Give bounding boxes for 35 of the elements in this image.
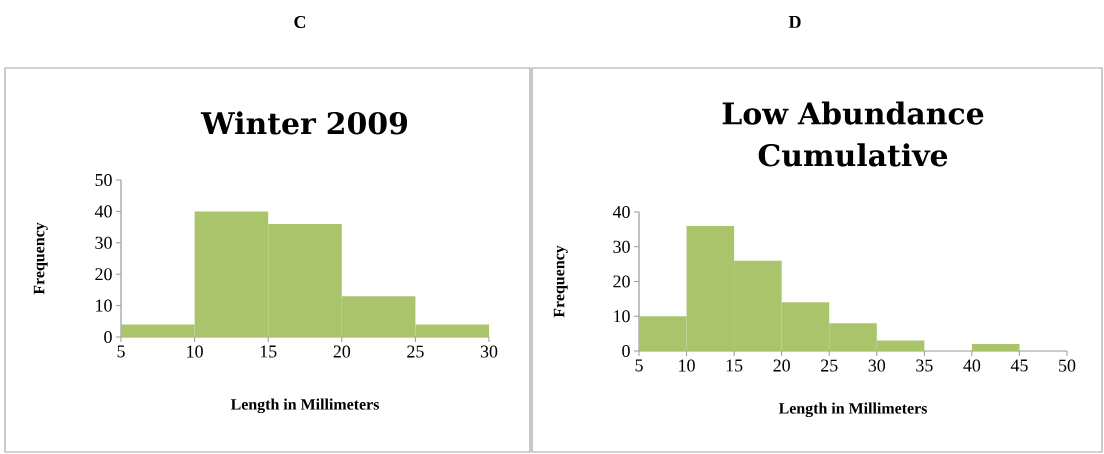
x-tick-label: 5 [635, 359, 643, 372]
x-tick-label: 30 [868, 359, 886, 372]
x-tick-label: 30 [480, 345, 498, 358]
x-tick-label: 25 [407, 345, 424, 358]
y-tick-label: 20 [95, 268, 112, 281]
x-tick-label: 40 [963, 359, 981, 372]
x-tick-label: 50 [1059, 359, 1076, 372]
x-tick-label: 25 [821, 359, 838, 372]
y-tick-label: 40 [94, 205, 112, 218]
x-tick-label: 15 [260, 345, 277, 358]
x-axis-title: Length in Millimeters [778, 402, 927, 418]
x-tick-label: 35 [916, 359, 933, 372]
y-tick-label: 30 [95, 236, 112, 249]
x-tick-label: 15 [726, 359, 743, 372]
y-tick-label: 0 [622, 344, 630, 358]
x-tick-label: 10 [679, 359, 695, 372]
y-axis-title: Frequency [33, 222, 48, 295]
y-tick-label: 10 [614, 310, 630, 323]
x-axis-title: Length in Millimeters [230, 398, 379, 414]
x-tick-label: 20 [773, 359, 790, 372]
y-tick-label: 40 [612, 205, 630, 219]
chart-title: Low Abundance Cumulative [722, 101, 984, 167]
y-tick-label: 50 [95, 173, 112, 187]
text: D [788, 16, 801, 28]
y-tick-label: 0 [104, 330, 112, 344]
x-tick-label: 20 [333, 345, 351, 358]
x-tick-label: 10 [187, 345, 203, 358]
y-tick-label: 30 [613, 240, 630, 253]
y-tick-label: 10 [96, 299, 112, 312]
text: C [294, 15, 306, 29]
y-tick-label: 20 [613, 275, 630, 288]
x-tick-label: 45 [1010, 359, 1028, 372]
y-axis-title: Frequency [553, 245, 568, 318]
x-tick-label: 5 [117, 345, 125, 358]
chart-title: Winter 2009 [200, 111, 408, 135]
